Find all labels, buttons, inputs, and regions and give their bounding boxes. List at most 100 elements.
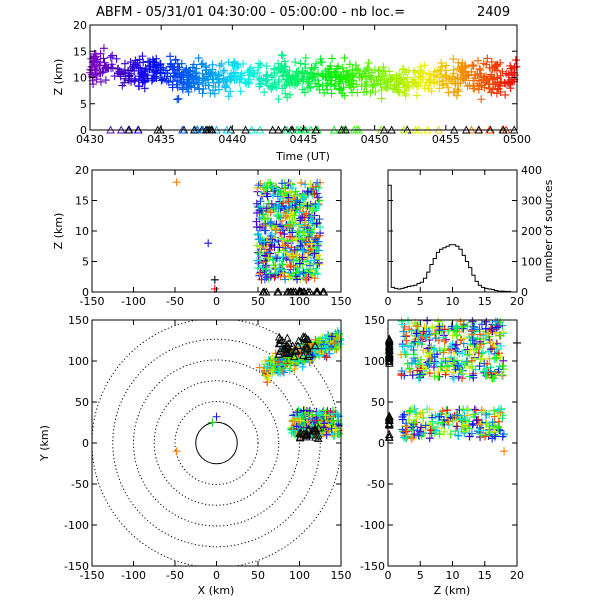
x-z-source: [252, 217, 261, 226]
time-height-source: [254, 59, 263, 68]
x-tick-label: 5: [417, 295, 424, 308]
z-y-source: [498, 414, 507, 423]
z-y-source: [451, 324, 460, 333]
z-y-source: [414, 431, 423, 440]
y-tick-label: 5: [82, 256, 89, 269]
time-height-source: [298, 85, 307, 94]
plan-view-source: [322, 430, 331, 439]
ground-strike-marker: [304, 350, 314, 358]
z-y-source: [441, 357, 450, 366]
time-height-source: [127, 77, 136, 86]
x-z-source: [253, 183, 262, 192]
time-height-source: [157, 76, 166, 85]
x-tick-label: -150: [80, 569, 105, 582]
y-tick-label: -100: [360, 519, 385, 532]
time-height-source: [106, 53, 115, 62]
x-z-source: [290, 245, 299, 254]
z-y-source: [474, 426, 483, 435]
z-y-source: [404, 416, 413, 425]
z-y-source: [456, 415, 465, 424]
z-y-source: [413, 426, 422, 435]
time-height-source: [334, 62, 343, 71]
time-height-source: [371, 87, 380, 96]
plan-view-source: [315, 411, 324, 420]
time-height-source: [409, 66, 418, 75]
x-z-source: [298, 253, 307, 262]
ground-strike-marker: [299, 351, 308, 359]
x-z-source: [309, 248, 318, 257]
time-height-source: [474, 76, 483, 85]
time-height-source: [140, 84, 149, 93]
time-height-source: [313, 76, 322, 85]
z-y-source: [398, 342, 407, 351]
x-z-source: [314, 251, 323, 260]
x-z-source: [298, 195, 307, 204]
ground-strike-marker: [310, 341, 320, 350]
z-y-source: [440, 337, 449, 346]
time-height-source: [454, 87, 463, 96]
z-y-source: [419, 365, 428, 374]
y-tick-label: 0: [521, 286, 528, 299]
z-y-source: [485, 422, 494, 431]
z-y-source: [456, 366, 465, 375]
z-y-source: [457, 370, 466, 379]
plan-view-source: [286, 360, 295, 369]
y-tick-label: 0: [82, 286, 89, 299]
title-text: ABFM - 05/31/01 04:30:00 - 05:00:00 - nb…: [96, 5, 405, 20]
time-height-source: [416, 62, 425, 71]
x-z-source: [283, 237, 292, 246]
x-z-source: [284, 221, 293, 230]
time-height-source: [278, 51, 287, 60]
x-z-source: [285, 187, 294, 196]
ground-strike-marker: [274, 339, 284, 348]
z-y-source: [468, 317, 477, 326]
x-z-source: [296, 241, 305, 250]
time-height-source: [426, 75, 435, 84]
x-z-source: [311, 244, 320, 253]
time-height-source: [318, 81, 327, 90]
time-height-source: [227, 73, 236, 82]
time-height-source: [303, 83, 312, 92]
plan-view-source: [322, 353, 331, 362]
time-height-source: [345, 60, 354, 69]
z-y-source: [469, 410, 478, 419]
x-z-source: [256, 268, 265, 277]
x-tick-label: 0: [385, 295, 392, 308]
time-height-source: [291, 78, 300, 87]
time-height-source: [99, 44, 108, 53]
time-height-source: [340, 53, 349, 62]
x-z-source: [263, 214, 272, 223]
time-height-source: [96, 58, 105, 67]
time-height-source: [444, 88, 453, 97]
x-tick-label: 5: [417, 569, 424, 582]
time-height-source: [321, 73, 330, 82]
time-height-source: [236, 74, 245, 83]
time-height-source: [348, 65, 357, 74]
z-y-source: [432, 359, 441, 368]
z-y-source: [453, 331, 462, 340]
time-height-source: [204, 81, 213, 90]
z-y-source: [498, 361, 507, 370]
z-y-source: [434, 317, 443, 326]
time-height-source: [386, 81, 395, 90]
x-z-source: [271, 226, 280, 235]
x-z-source: [307, 239, 316, 248]
x-z-source: [270, 204, 279, 213]
time-height-source: [121, 74, 130, 83]
time-height-source: [320, 88, 329, 97]
time-height-source: [463, 82, 472, 91]
z-y-source: [414, 338, 423, 347]
time-height-source: [476, 66, 485, 75]
z-y-source: [422, 332, 431, 341]
y-tick-label: 0: [378, 437, 385, 450]
plan-view-source: [274, 367, 283, 376]
z-y-source: [446, 430, 455, 439]
plan-view-source: [299, 406, 308, 415]
plan-view-source: [285, 366, 294, 375]
z-y-source: [465, 424, 474, 433]
time-height-source: [149, 57, 158, 66]
time-height-source: [330, 68, 339, 77]
z-y-source: [419, 429, 428, 438]
plan-view-source: [327, 332, 336, 341]
time-height-source: [335, 84, 344, 93]
